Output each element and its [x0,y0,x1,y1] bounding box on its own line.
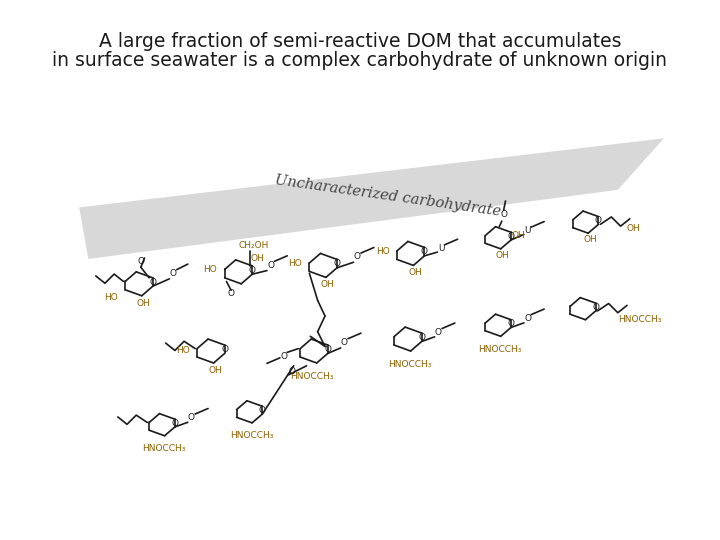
Text: HO: HO [288,259,302,267]
Text: O: O [228,289,235,299]
Text: HNOCCH₃: HNOCCH₃ [618,315,662,324]
Text: A large fraction of semi-reactive DOM that accumulates: A large fraction of semi-reactive DOM th… [99,32,621,51]
Text: HNOCCH₃: HNOCCH₃ [388,360,431,369]
Text: HO: HO [376,247,390,255]
Text: O: O [171,418,179,428]
Text: O: O [593,302,599,312]
Text: U: U [438,244,444,253]
Text: OH: OH [137,299,150,308]
Text: HNOCCH₃: HNOCCH₃ [478,345,522,354]
Text: O: O [149,278,156,287]
Text: O: O [524,314,531,323]
Text: O: O [324,345,331,354]
Polygon shape [79,138,664,259]
Text: OH: OH [251,254,265,263]
Text: O: O [267,260,274,269]
Text: O: O [138,257,144,266]
Text: O: O [508,319,515,328]
Text: O: O [500,210,507,219]
Text: OH: OH [626,224,640,233]
Text: HNOCCH₃: HNOCCH₃ [230,431,273,440]
Text: in surface seawater is a complex carbohydrate of unknown origin: in surface seawater is a complex carbohy… [53,51,667,71]
Text: O: O [221,345,228,354]
Text: OH: OH [495,251,510,260]
Text: HO: HO [104,293,118,302]
Text: O: O [288,367,295,376]
Text: OH: OH [209,366,222,375]
Text: OH: OH [583,235,597,244]
Text: O: O [421,247,428,256]
Text: O: O [249,266,256,274]
Text: OH: OH [511,232,526,240]
Text: O: O [188,413,195,422]
Text: Uncharacterized carbohydrate: Uncharacterized carbohydrate [274,173,502,219]
Text: CH₂OH: CH₂OH [239,241,269,250]
Text: O: O [435,328,442,337]
Text: HNOCCH₃: HNOCCH₃ [290,372,334,381]
Text: O: O [170,269,176,278]
Text: OH: OH [408,268,422,277]
Text: HO: HO [176,346,189,355]
Text: O: O [595,216,602,225]
Text: O: O [333,259,341,268]
Text: HO: HO [204,265,217,274]
Text: U: U [524,226,531,235]
Text: HNOCCH₃: HNOCCH₃ [142,444,186,453]
Text: O: O [354,252,361,261]
Text: OH: OH [321,280,335,289]
Text: O: O [418,333,426,342]
Text: O: O [259,406,266,415]
Text: O: O [341,338,348,347]
Text: O: O [280,352,287,361]
Text: O: O [508,232,515,241]
